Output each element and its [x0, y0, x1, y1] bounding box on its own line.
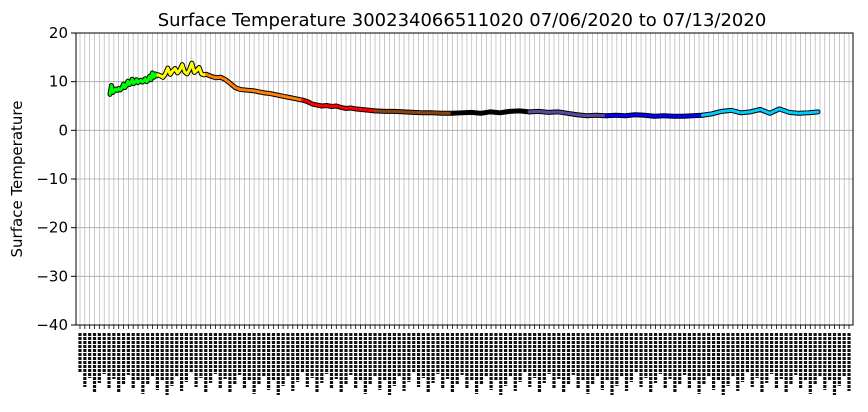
y-tick-label: −30 [36, 267, 68, 285]
chart-title: Surface Temperature 300234066511020 07/0… [158, 10, 767, 31]
y-tick-label: −10 [36, 170, 68, 188]
series-line-4 [373, 109, 454, 115]
series-line-3 [301, 98, 377, 113]
y-tick-label: −20 [36, 219, 68, 237]
y-tick-label: −40 [36, 316, 68, 334]
y-axis-label: Surface Temperature [8, 101, 26, 258]
y-axis: 20 10 0 −10 −20 −30 −40 [36, 24, 76, 334]
grid-layer [76, 32, 853, 326]
series-line-8 [700, 107, 820, 117]
series-line-6 [527, 109, 608, 118]
y-tick-label: 0 [58, 121, 68, 139]
series-line-7 [604, 113, 704, 118]
series-line-2 [204, 72, 305, 102]
series-line-5 [450, 109, 531, 115]
series-layer [107, 60, 821, 119]
x-axis [78, 325, 851, 395]
y-tick-label: 10 [49, 73, 68, 91]
series-line-1 [156, 61, 208, 79]
series-line-0 [108, 71, 160, 96]
y-tick-label: 20 [49, 24, 68, 42]
